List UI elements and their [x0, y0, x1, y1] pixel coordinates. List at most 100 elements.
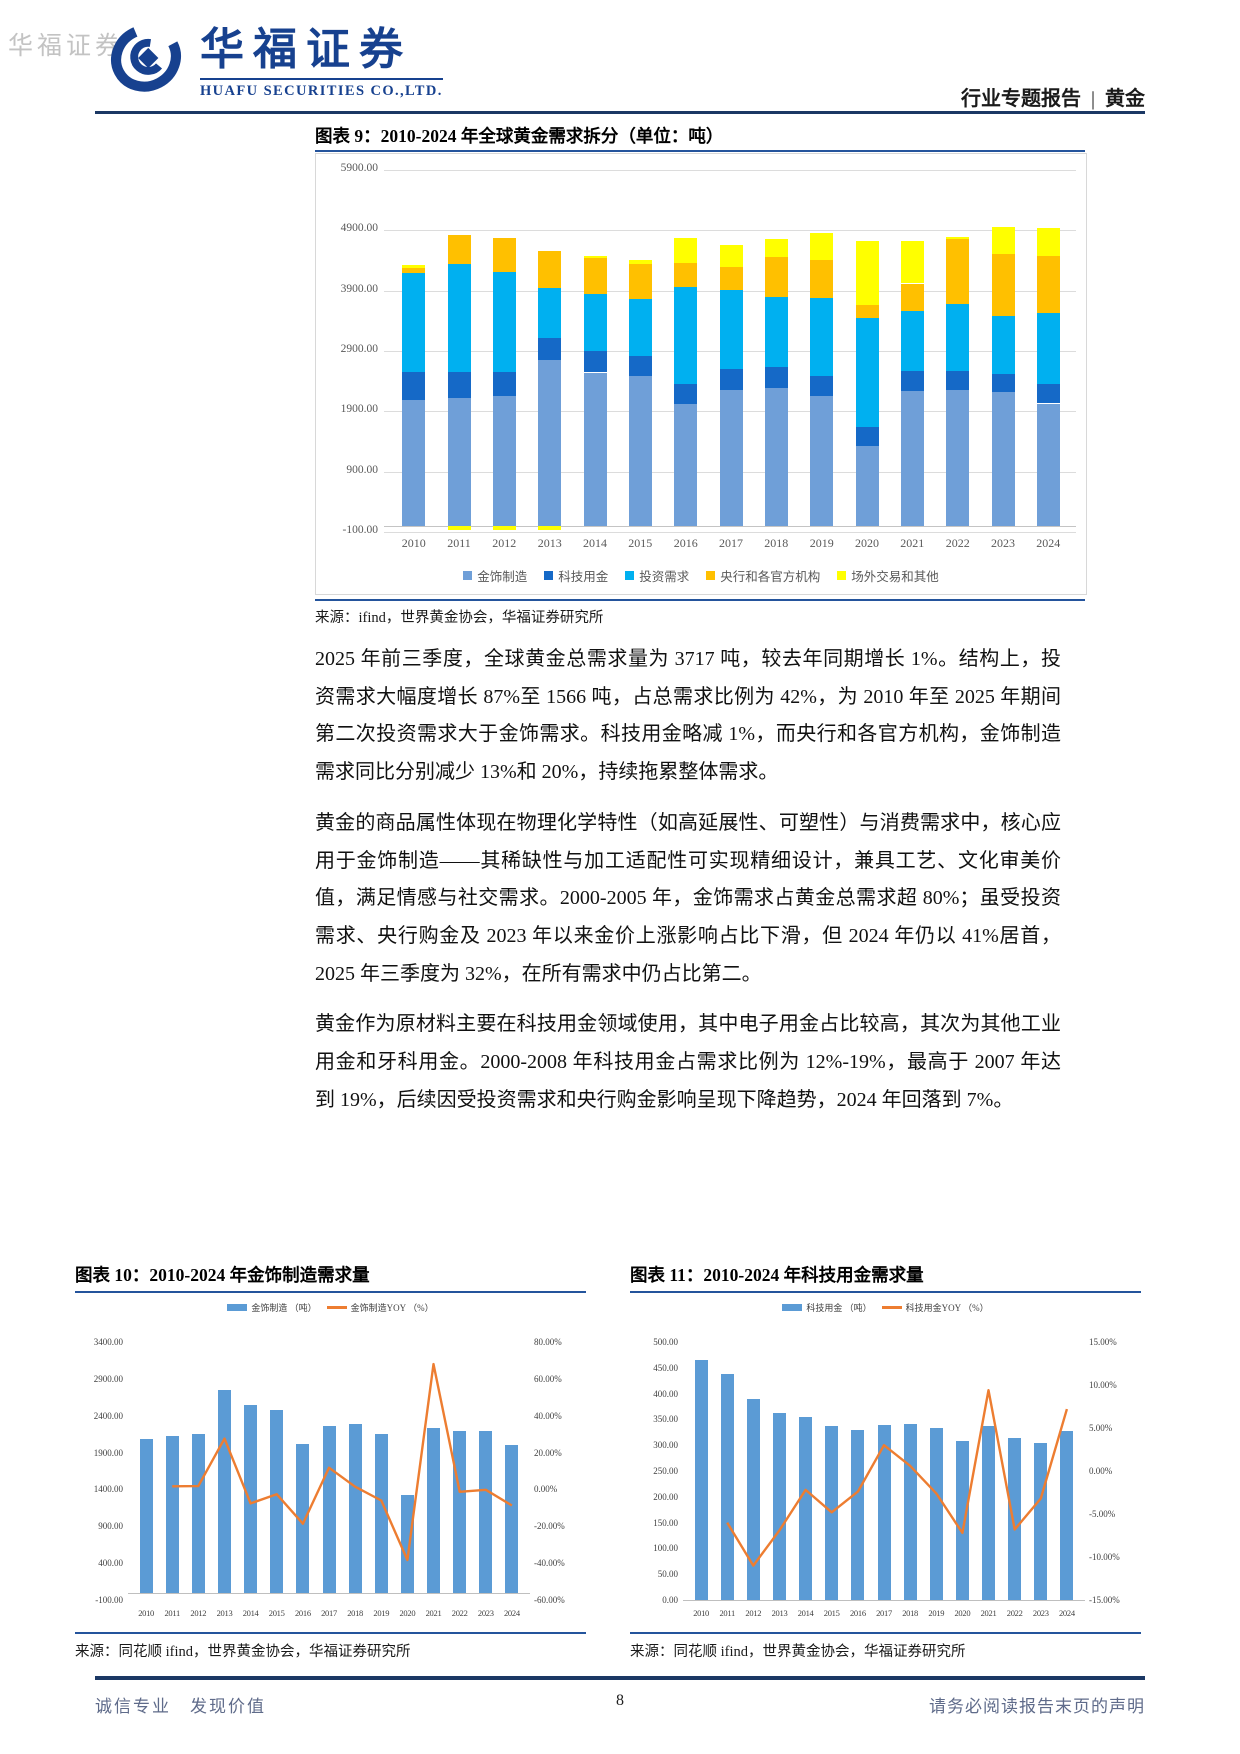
- figure9-caption-rule: [315, 150, 1085, 152]
- legend-item: 金饰制造YOY （%）: [326, 1301, 434, 1314]
- bar-segment-科技用金: [900, 371, 924, 392]
- right-axis-label: 15.00%: [1089, 1337, 1117, 1347]
- legend-label: 投资需求: [639, 570, 690, 584]
- bar-segment-场外交易和其他: [674, 237, 698, 263]
- left-axis-label: 500.00: [653, 1337, 678, 1347]
- bar-segment-科技用金: [764, 367, 788, 388]
- left-axis-label: 400.00: [653, 1388, 678, 1399]
- huafu-logo-icon: [111, 24, 181, 92]
- left-axis-label: 2400.00: [93, 1410, 123, 1421]
- bar-segment-场外交易和其他: [492, 526, 516, 530]
- x-axis-label: 2019: [809, 536, 834, 550]
- left-axis-label: 1900.00: [93, 1447, 123, 1458]
- bar-segment-金饰制造: [900, 391, 924, 526]
- bar-segment-央行和各官方机构: [538, 250, 562, 288]
- bar-2024: [1060, 1431, 1074, 1600]
- bar-segment-金饰制造: [764, 387, 788, 526]
- legend-bar-swatch: [782, 1304, 803, 1311]
- bar-segment-投资需求: [991, 316, 1015, 374]
- bar-segment-央行和各官方机构: [719, 267, 743, 291]
- x-axis-line: [128, 1592, 530, 1594]
- bar-2019: [929, 1428, 943, 1600]
- left-axis-label: -100.00: [95, 1595, 123, 1605]
- figure10-source: 来源：同花顺 ifind，世界黄金协会，华福证券研究所: [75, 1644, 411, 1660]
- bar-segment-场外交易和其他: [855, 241, 879, 305]
- bar-segment-科技用金: [538, 338, 562, 360]
- bar-segment-央行和各官方机构: [810, 260, 834, 299]
- bar-segment-央行和各官方机构: [946, 239, 970, 305]
- bar-2010: [139, 1439, 153, 1593]
- bar-segment-金饰制造: [628, 376, 652, 526]
- right-axis-label: -60.00%: [534, 1595, 565, 1605]
- bar-segment-金饰制造: [674, 404, 698, 526]
- bar-2017: [877, 1424, 891, 1600]
- bar-segment-投资需求: [583, 294, 607, 351]
- bar-segment-央行和各官方机构: [583, 258, 607, 295]
- x-axis-label: 2020: [399, 1608, 416, 1618]
- bar-segment-金饰制造: [946, 390, 970, 526]
- x-axis-label: 2024: [1036, 536, 1061, 550]
- chart-legend: 金饰制造 （吨） 金饰制造YOY （%）: [75, 1301, 586, 1314]
- bar-2012: [191, 1433, 205, 1593]
- y-axis-label: 2900.00: [340, 343, 378, 355]
- bar-2016: [851, 1429, 865, 1600]
- bar-segment-场外交易和其他: [991, 227, 1015, 254]
- bar-segment-科技用金: [402, 372, 426, 401]
- legend-item: 投资需求: [625, 566, 689, 585]
- right-axis-label: 5.00%: [1089, 1423, 1113, 1433]
- legend-swatch: [625, 571, 635, 580]
- legend-swatch: [463, 571, 473, 580]
- bar-2013: [773, 1412, 786, 1600]
- legend-swatch: [544, 571, 554, 580]
- right-axis-label: -40.00%: [534, 1558, 565, 1569]
- left-axis-label: 100.00: [653, 1543, 678, 1554]
- bar-2022: [453, 1430, 467, 1593]
- bar-segment-金饰制造: [810, 396, 834, 526]
- x-axis-label: 2017: [719, 536, 743, 550]
- x-axis-label: 2016: [294, 1608, 311, 1618]
- bar-segment-投资需求: [447, 264, 471, 372]
- legend-item: 央行和各官方机构: [706, 566, 820, 585]
- x-axis-label: 2014: [583, 536, 607, 550]
- bar-segment-场外交易和其他: [538, 526, 562, 531]
- legend-label: 科技用金 （吨）: [806, 1303, 872, 1313]
- bar-2013: [218, 1389, 231, 1593]
- brand-logo: 华福证券 HUAFU SECURITIES CO.,LTD.: [110, 24, 443, 100]
- brand-name-cn: 华福证券: [200, 25, 412, 74]
- bar-2011: [165, 1436, 179, 1593]
- bar-segment-央行和各官方机构: [764, 256, 788, 297]
- figure11-source: 来源：同花顺 ifind，世界黄金协会，华福证券研究所: [630, 1644, 966, 1660]
- bar-segment-场外交易和其他: [583, 256, 607, 259]
- bar-2024: [505, 1444, 519, 1593]
- figure9-bottom-rule: [315, 599, 1085, 601]
- right-axis-label: 80.00%: [534, 1337, 562, 1347]
- bar-2018: [348, 1423, 362, 1593]
- bar-segment-投资需求: [492, 272, 516, 373]
- x-axis-label: 2014: [797, 1608, 814, 1618]
- bar-segment-场外交易和其他: [946, 236, 970, 240]
- legend-item: 金饰制造: [463, 566, 527, 585]
- x-axis-line: [384, 526, 1076, 527]
- x-axis-label: 2012: [492, 536, 517, 550]
- legend-item: 科技用金YOY （%）: [881, 1301, 989, 1314]
- figure10-caption-rule: [75, 1291, 586, 1293]
- left-axis-label: 400.00: [98, 1558, 123, 1569]
- bar-segment-科技用金: [583, 351, 607, 373]
- figure11-caption-rule: [630, 1291, 1141, 1293]
- paragraph-1: 2025 年前三季度，全球黄金总需求量为 3717 吨，较去年同期增长 1%。结…: [315, 648, 1061, 784]
- bar-segment-投资需求: [855, 318, 879, 428]
- x-axis-label: 2015: [823, 1608, 840, 1618]
- legend-swatch: [706, 571, 716, 580]
- bar-segment-投资需求: [628, 298, 652, 356]
- right-axis-label: 0.00%: [534, 1484, 558, 1495]
- left-axis-label: 200.00: [653, 1491, 678, 1502]
- bar-segment-央行和各官方机构: [900, 283, 924, 311]
- left-axis-label: 250.00: [653, 1466, 678, 1476]
- x-axis-label: 2022: [451, 1608, 468, 1618]
- grid-line: [384, 170, 1076, 171]
- x-axis-label: 2016: [849, 1608, 866, 1618]
- right-axis-label: 0.00%: [1089, 1466, 1113, 1476]
- y-axis-label: 4900.00: [340, 222, 378, 235]
- grid-line: [384, 230, 1076, 232]
- x-axis-label: 2021: [900, 536, 925, 550]
